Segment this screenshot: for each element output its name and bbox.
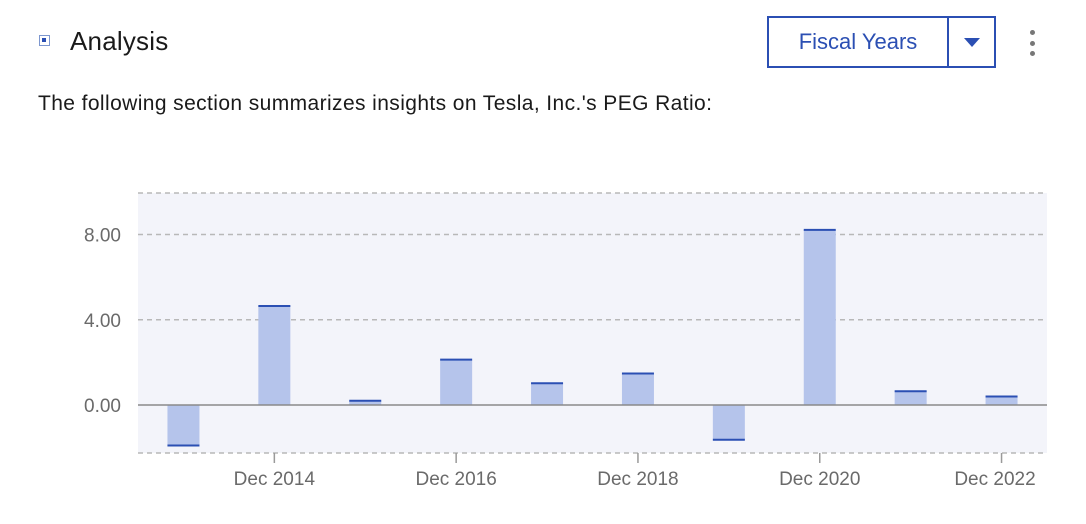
period-dropdown-divider: [947, 18, 949, 66]
period-dropdown-label[interactable]: Fiscal Years: [798, 29, 918, 54]
caret-down-icon: [963, 37, 980, 47]
menu-dot: [1029, 30, 1035, 35]
bar: [531, 383, 564, 406]
x-tick-label: Dec 2014: [234, 469, 316, 490]
x-tick-label: Dec 2016: [415, 469, 496, 490]
y-tick-label: 4.00: [84, 311, 121, 332]
bar: [349, 400, 382, 406]
grid-lines: [138, 192, 1047, 454]
bar: [894, 391, 927, 406]
bar: [985, 396, 1018, 406]
y-tick-label: 8.00: [84, 226, 121, 247]
period-dropdown[interactable]: Fiscal Years: [767, 16, 996, 68]
y-tick-label: 0.00: [84, 396, 121, 417]
bar: [167, 405, 200, 446]
bar: [621, 373, 654, 406]
x-tick-label: Dec 2018: [597, 469, 678, 490]
menu-dot: [1029, 51, 1035, 56]
bar-series: [138, 228, 1047, 447]
section-square-icon: [39, 35, 50, 46]
menu-dot: [1029, 40, 1035, 46]
y-axis-ticks: 0.00 4.00 8.00: [84, 226, 121, 417]
panel-header: Analysis Fiscal Years: [0, 0, 1086, 80]
summary-text: The following section summarizes insight…: [38, 92, 713, 115]
bar: [712, 405, 745, 440]
period-dropdown-toggle[interactable]: [949, 18, 994, 66]
x-tick-label: Dec 2022: [954, 469, 1035, 490]
bar: [440, 359, 473, 406]
more-vertical-icon[interactable]: [1022, 28, 1042, 58]
section-title: Analysis: [70, 26, 169, 56]
x-tick-label: Dec 2020: [779, 469, 860, 490]
bar: [258, 305, 291, 406]
x-axis: Dec 2014 Dec 2016 Dec 2018 Dec 2020 Dec 2022: [234, 453, 1036, 490]
bar: [803, 229, 836, 406]
